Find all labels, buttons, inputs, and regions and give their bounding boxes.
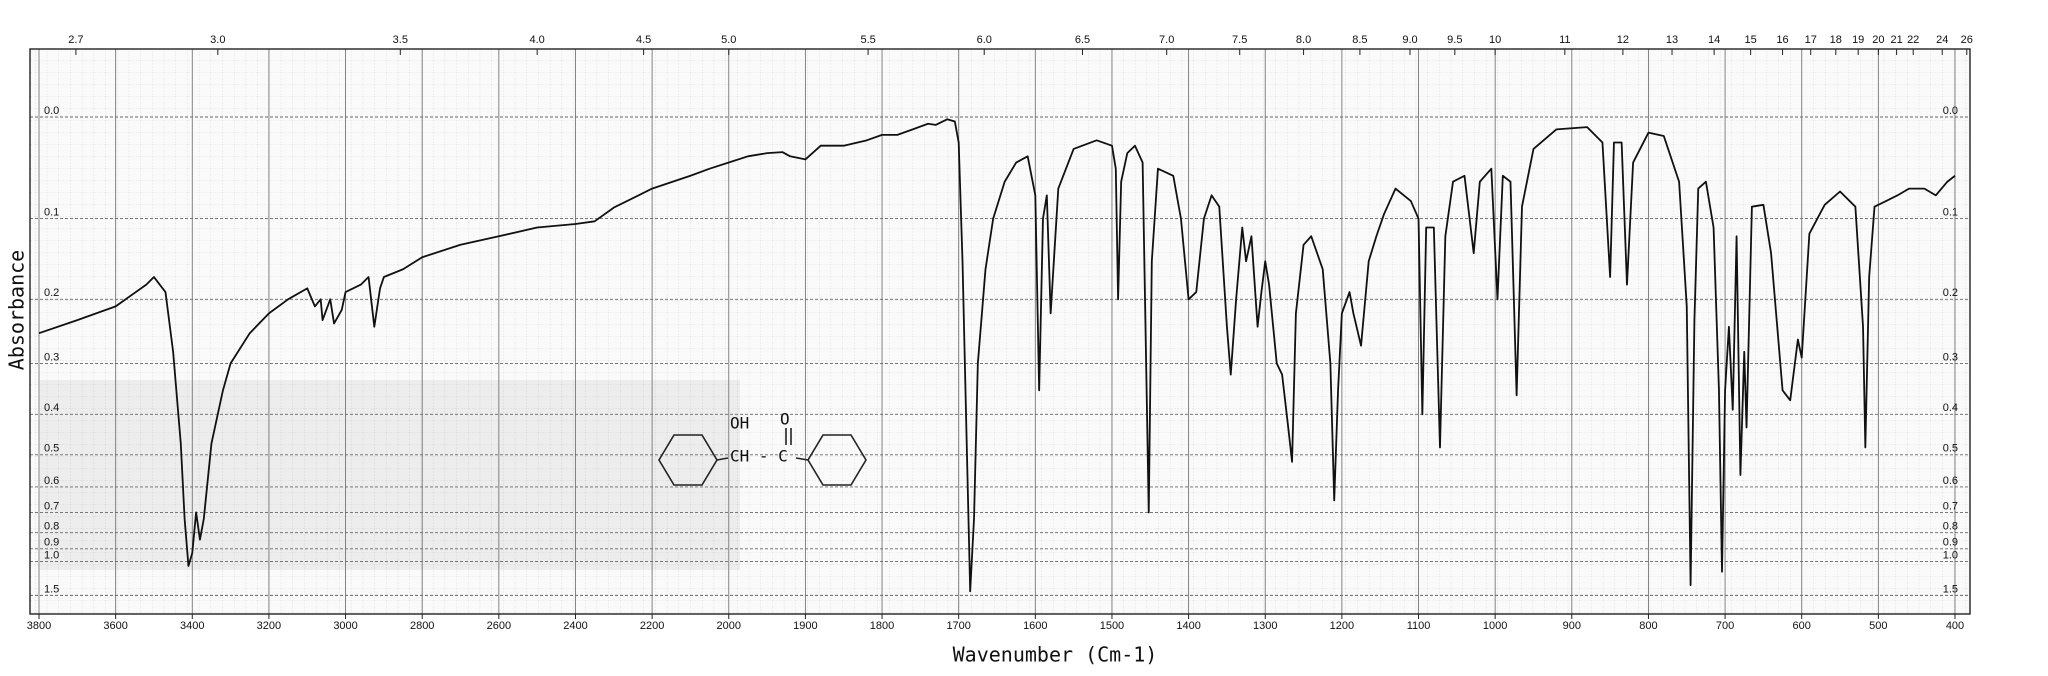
x2-tick-label: 14 — [1708, 34, 1720, 46]
y-tick-label: 0.8 — [44, 521, 59, 533]
x2-tick-label: 26 — [1961, 34, 1973, 46]
structure-label: OH — [730, 414, 749, 433]
spectrum-line — [38, 118, 1956, 593]
x-tick-label: 800 — [1639, 620, 1657, 632]
x-tick-label: 1500 — [1100, 620, 1124, 632]
y-axis-title: Absorbance — [5, 250, 29, 370]
x2-tick-label: 12 — [1617, 34, 1629, 46]
x-tick-label: 1700 — [946, 620, 970, 632]
y-tick-label: 0.9 — [44, 537, 59, 549]
x-tick-label: 1300 — [1253, 620, 1277, 632]
structure-label: CH - C — [730, 447, 788, 466]
grid — [30, 49, 1970, 619]
y-tick-label: 0.0 — [1943, 105, 1958, 117]
y-tick-label: 0.0 — [44, 105, 59, 117]
x-axis-title: Wavenumber (Cm-1) — [953, 643, 1158, 667]
x2-tick-label: 15 — [1745, 34, 1757, 46]
marks — [38, 118, 1956, 593]
x2-tick-label: 7.0 — [1159, 34, 1174, 46]
y-tick-label: 0.3 — [1943, 351, 1958, 363]
x2-tick-label: 13 — [1666, 34, 1678, 46]
y-tick-label: 1.0 — [44, 550, 59, 562]
x2-tick-label: 20 — [1872, 34, 1884, 46]
plot-frame — [29, 48, 1971, 615]
y-tick-label: 0.4 — [44, 402, 59, 414]
bond — [716, 457, 729, 461]
y-tick-label: 0.9 — [1943, 537, 1958, 549]
y-tick-label: 0.7 — [1943, 500, 1958, 512]
y-tick-label: 1.5 — [44, 583, 59, 595]
x2-tick-label: 17 — [1805, 34, 1817, 46]
y-tick-label: 0.2 — [1943, 287, 1958, 299]
x2-tick-label: 11 — [1559, 34, 1570, 46]
x2-tick-label: 22 — [1907, 34, 1919, 46]
y-tick-label: 0.3 — [44, 351, 59, 363]
x-tick-label: 1000 — [1483, 620, 1507, 632]
x2-tick-label: 9.0 — [1402, 34, 1417, 46]
y-tick-label: 1.5 — [1943, 583, 1958, 595]
x-tick-label: 3400 — [180, 620, 204, 632]
x2-tick-label: 9.5 — [1447, 34, 1462, 46]
y-tick-label: 0.1 — [44, 207, 59, 219]
x2-tick-label: 18 — [1830, 34, 1842, 46]
x-tick-label: 400 — [1946, 620, 1964, 632]
x-tick-label: 1800 — [870, 620, 894, 632]
x2-tick-label: 21 — [1890, 34, 1902, 46]
x2-tick-label: 19 — [1852, 34, 1864, 46]
x-tick-label: 3800 — [27, 620, 51, 632]
y-tick-label: 0.1 — [1943, 207, 1958, 219]
y-tick-label: 0.5 — [1943, 443, 1958, 455]
x2-tick-label: 24 — [1936, 34, 1948, 46]
x2-tick-label: 2.7 — [68, 34, 83, 46]
x2-tick-label: 16 — [1776, 34, 1788, 46]
x-tick-label: 1900 — [793, 620, 817, 632]
y-tick-label: 0.6 — [1943, 475, 1958, 487]
x2-tick-label: 8.0 — [1296, 34, 1311, 46]
bond — [795, 457, 809, 461]
x2-tick-label: 3.0 — [210, 34, 225, 46]
x-tick-label: 500 — [1869, 620, 1887, 632]
x-tick-label: 700 — [1716, 620, 1734, 632]
x2-tick-label: 5.0 — [721, 34, 736, 46]
x-tick-label: 1600 — [1023, 620, 1047, 632]
x-tick-label: 1400 — [1176, 620, 1200, 632]
y-tick-label: 0.4 — [1943, 402, 1958, 414]
structure-label: O — [780, 410, 790, 429]
x-tick-label: 3200 — [257, 620, 281, 632]
x-tick-label: 2800 — [410, 620, 434, 632]
x-tick-label: 1200 — [1330, 620, 1354, 632]
x-tick-label: 3600 — [103, 620, 127, 632]
x-tick-label: 900 — [1563, 620, 1581, 632]
x-tick-label: 2600 — [487, 620, 511, 632]
x2-tick-label: 8.5 — [1352, 34, 1367, 46]
y-tick-label: 0.8 — [1943, 521, 1958, 533]
x2-tick-label: 4.0 — [530, 34, 545, 46]
y-tick-label: 0.7 — [44, 500, 59, 512]
x-tick-label: 3000 — [333, 620, 357, 632]
graph-paper — [30, 49, 1970, 614]
x2-tick-label: 6.0 — [977, 34, 992, 46]
x-tick-label: 2200 — [640, 620, 664, 632]
x2-tick-label: 3.5 — [393, 34, 408, 46]
x2-tick-label: 10 — [1489, 34, 1501, 46]
y-tick-label: 1.0 — [1943, 550, 1958, 562]
x-tick-label: 1100 — [1407, 620, 1431, 632]
x2-tick-label: 6.5 — [1075, 34, 1090, 46]
x2-tick-label: 7.5 — [1232, 34, 1247, 46]
scan-shading — [40, 380, 740, 570]
x-tick-label: 600 — [1793, 620, 1811, 632]
y-tick-label: 0.5 — [44, 443, 59, 455]
y-tick-label: 0.6 — [44, 475, 59, 487]
benzene-ring — [658, 434, 718, 486]
y-tick-label: 0.2 — [44, 287, 59, 299]
x-tick-label: 2000 — [717, 620, 741, 632]
structure — [658, 428, 867, 486]
x2-tick-label: 4.5 — [636, 34, 651, 46]
x-tick-label: 2400 — [563, 620, 587, 632]
x2-tick-label: 5.5 — [860, 34, 875, 46]
